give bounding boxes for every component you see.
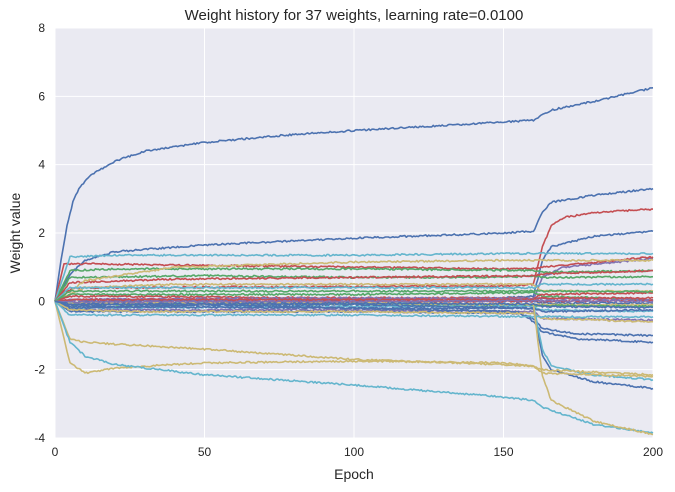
series-line [54,267,653,302]
x-axis-label: Epoch [334,466,374,482]
y-axis-label: Weight value [7,192,23,273]
series-line [54,187,654,302]
series-line [54,299,654,304]
series-line [54,289,654,302]
series-group [54,87,654,436]
series-line [54,301,654,377]
series-line [54,255,654,302]
y-tick-labels: -4 -2 0 2 4 6 8 [34,21,45,445]
x-tick-label: 200 [643,445,663,459]
series-line [54,301,654,434]
series-line [54,300,654,323]
series-line [54,282,654,302]
chart-title: Weight history for 37 weights, learning … [185,7,524,24]
x-tick-label: 0 [52,445,59,459]
y-tick-label: -4 [34,431,45,445]
series-line [54,251,654,302]
x-tick-labels: 0 50 100 150 200 [52,445,664,459]
x-tick-label: 50 [198,445,212,459]
y-tick-label: 4 [38,158,45,172]
y-tick-label: -2 [34,363,45,377]
series-line [54,301,654,378]
series-line [54,291,654,303]
series-line [54,87,654,302]
x-tick-label: 100 [344,445,364,459]
y-tick-label: 0 [38,294,45,308]
series-line [54,300,654,319]
series-line [54,291,654,303]
series-line [54,300,654,309]
series-line [54,269,654,302]
y-tick-label: 2 [38,226,45,240]
y-tick-label: 8 [38,21,45,35]
series-line [54,258,654,302]
x-tick-label: 150 [493,445,513,459]
y-tick-label: 6 [38,89,45,103]
